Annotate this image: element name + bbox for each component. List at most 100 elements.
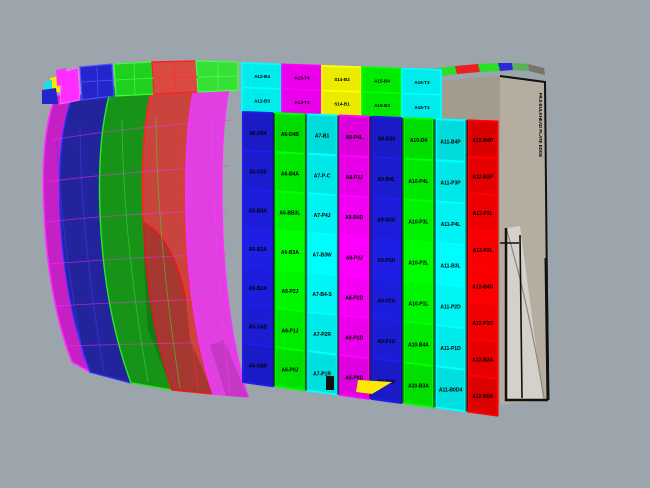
plate-cell[interactable] — [434, 200, 467, 247]
plate-cell[interactable] — [274, 151, 306, 195]
plate-cell[interactable] — [402, 198, 435, 244]
bow-upper-grid — [81, 61, 239, 99]
plate-column[interactable]: A11-B4PA11-P3PA11-P4LA11-B3LA11-P2DA11-P… — [433, 118, 467, 413]
transom-inner-panel — [506, 226, 543, 400]
top-row-panel[interactable] — [401, 67, 442, 96]
top-row-panel[interactable] — [361, 66, 402, 95]
plate-seam — [304, 114, 308, 391]
plate-cell[interactable] — [338, 154, 371, 199]
transom-right-rib — [544, 257, 550, 401]
deck-edge-strip — [425, 63, 545, 78]
plate-cell[interactable] — [306, 271, 338, 316]
plate-cell[interactable] — [338, 313, 371, 360]
plate-cell[interactable] — [466, 264, 499, 307]
plate-cell[interactable] — [370, 196, 403, 242]
plate-cell[interactable] — [306, 231, 338, 277]
plate-cell[interactable] — [402, 279, 435, 326]
plate-column[interactable]: A8-P4LA8-P3JA8-B4DA8-P3JA8-P2DA8-P1DA8-P… — [336, 114, 371, 400]
plate-cell[interactable] — [241, 188, 274, 232]
plate-cell[interactable] — [241, 110, 274, 154]
plate-seam — [336, 115, 340, 395]
plate-cell[interactable] — [466, 228, 499, 270]
plate-cell[interactable] — [370, 236, 403, 282]
plate-cell[interactable] — [241, 265, 274, 310]
plate-cell[interactable] — [338, 194, 371, 239]
plate-seam — [465, 120, 468, 412]
plate-cell[interactable] — [274, 190, 306, 234]
plate-cell[interactable] — [306, 113, 338, 157]
plate-cell[interactable] — [466, 119, 499, 160]
plate-cell[interactable] — [370, 156, 403, 201]
plate-cell[interactable] — [466, 337, 499, 380]
plate-cell[interactable] — [241, 149, 274, 193]
plate-cell[interactable] — [466, 373, 499, 417]
plate-cell[interactable] — [434, 323, 467, 371]
top-row-panel[interactable] — [321, 64, 362, 93]
plate-cell[interactable] — [338, 273, 371, 320]
top-row-panel[interactable] — [281, 88, 322, 116]
plate-cell[interactable] — [274, 229, 306, 274]
plate-cell[interactable] — [370, 276, 403, 323]
plate-cell[interactable] — [306, 310, 338, 356]
plate-cell[interactable] — [370, 317, 403, 364]
plate-cell[interactable] — [338, 234, 371, 279]
plate-cell[interactable] — [241, 342, 274, 388]
plate-cell[interactable] — [402, 239, 435, 285]
plate-cell[interactable] — [338, 114, 371, 159]
plate-columns-group[interactable]: A5-D04A5-C03A5-B4AA5-B3AA5-B2AA5-1ABA5-0… — [241, 110, 499, 417]
top-row-panel[interactable] — [241, 62, 282, 90]
bow-upper-panels[interactable] — [42, 60, 239, 105]
keel-wedge-yellow-icon — [356, 380, 392, 394]
plate-cell[interactable] — [370, 357, 403, 405]
plate-cell[interactable] — [402, 157, 435, 203]
plate-cell[interactable] — [434, 365, 467, 413]
plate-cell[interactable] — [466, 192, 499, 233]
plate-column[interactable]: A6-D4BA6-B4AA6-BB3LA6-B3AA6-P2JA6-P1JA6-… — [272, 112, 306, 392]
plate-column[interactable]: A5-D04A5-C03A5-B4AA5-B3AA5-B2AA5-1ABA5-0… — [241, 110, 274, 388]
plate-cell[interactable] — [306, 192, 338, 237]
transom-inner-curve — [505, 227, 545, 399]
bow-bands-group[interactable] — [42, 60, 250, 398]
plate-column[interactable]: A10-D4A10-P4LA10-P3LA10-P2LA10-P1LA10-B4… — [401, 116, 435, 409]
top-row-panel[interactable] — [401, 92, 442, 121]
bow-tip-magenta-icon — [56, 68, 68, 86]
top-row-panel[interactable] — [361, 91, 402, 120]
bow-tip-blue-icon — [42, 88, 58, 104]
plate-column[interactable]: A7-B1A7-P-CA7-P4JA7-B3WA7-B4-SA7-P2RA7-P… — [304, 113, 338, 396]
magenta-band-shadow — [210, 340, 248, 397]
plate-cell[interactable] — [274, 112, 306, 155]
plate-cell[interactable] — [434, 282, 467, 330]
plate-cell[interactable] — [466, 301, 499, 344]
plate-seam — [369, 116, 372, 399]
plate-cell[interactable] — [466, 155, 499, 197]
bow-panel-blue-upper[interactable] — [79, 63, 115, 101]
top-row-panel[interactable] — [321, 89, 362, 118]
plate-cell[interactable] — [274, 346, 306, 392]
plate-column[interactable]: A9-D34A9-B4LA9-B3UA9-P3UA9-P2UA9-P1UA9-P… — [369, 115, 403, 405]
plate-seam — [401, 118, 404, 403]
plate-cell[interactable] — [306, 152, 338, 197]
plate-cell[interactable] — [402, 361, 435, 409]
plate-cell[interactable] — [274, 268, 306, 313]
top-row-panel[interactable] — [281, 63, 322, 92]
bow-wireframe-grid — [45, 113, 233, 395]
hull-shell[interactable]: A12-B4A12-B3A13-T4A13-T3S14-B2S14-B1A15-… — [42, 60, 499, 417]
chine-crease-line — [142, 221, 187, 301]
plate-cell[interactable] — [434, 118, 467, 164]
band-magenta[interactable] — [184, 73, 250, 398]
top-row-panels-group[interactable]: A12-B4A12-B3A13-T4A13-T3S14-B2S14-B1A15-… — [241, 62, 442, 121]
transom-vertical-rib — [519, 234, 523, 399]
plate-cell[interactable] — [402, 116, 435, 162]
plate-cell[interactable] — [241, 303, 274, 349]
plate-cell[interactable] — [241, 226, 274, 271]
plate-cell[interactable] — [434, 241, 467, 288]
plate-cell[interactable] — [434, 159, 467, 205]
plate-cell[interactable] — [370, 115, 403, 160]
keel-notch-black-icon — [326, 376, 334, 390]
top-row-panel[interactable] — [241, 86, 282, 115]
plate-cell[interactable] — [274, 307, 306, 353]
plate-cell[interactable] — [402, 320, 435, 368]
plate-column[interactable]: A12-B4PA12-B3PA12-P3LA12-P2LA12-B4DA12-P… — [465, 119, 499, 417]
